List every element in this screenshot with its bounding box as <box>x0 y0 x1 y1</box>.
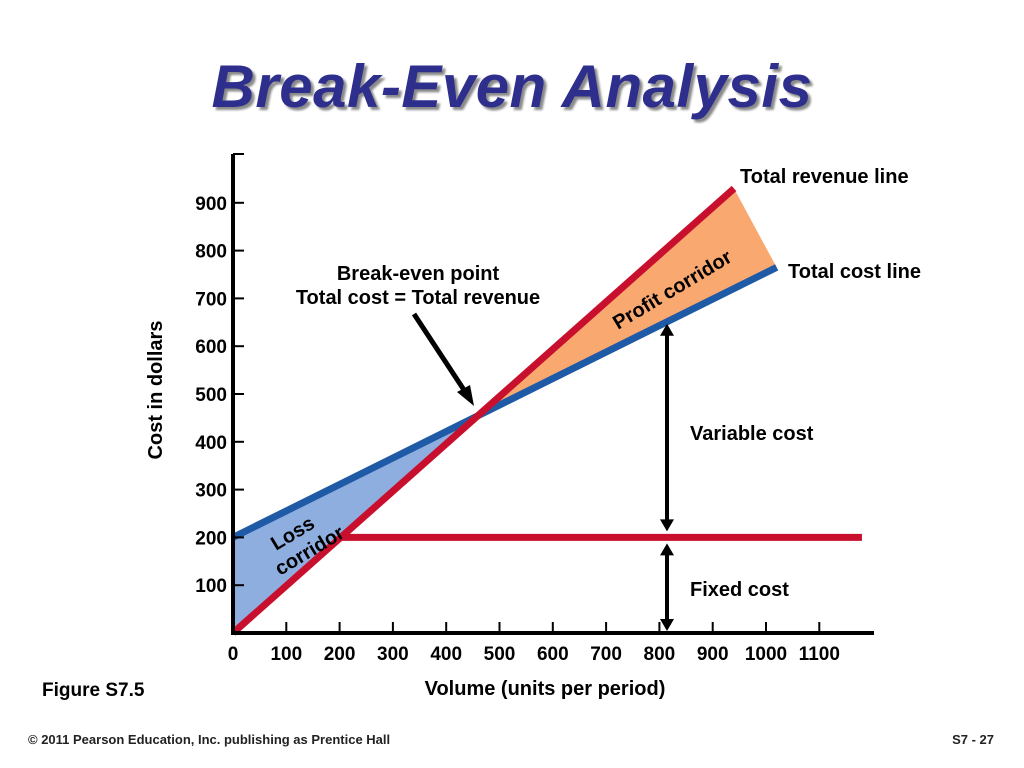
x-tick-label: 1000 <box>745 644 787 665</box>
break-even-pointer-head <box>457 385 474 406</box>
slide-title: Break-Even Analysis <box>211 53 813 120</box>
footer-page-number: S7 - 27 <box>952 732 994 747</box>
y-tick-label: 800 <box>195 242 227 263</box>
annotation-break-even-equation: Total cost = Total revenue <box>296 287 540 309</box>
x-tick-label: 0 <box>228 644 239 665</box>
y-tick-label: 900 <box>195 194 227 215</box>
series-label-total-revenue: Total revenue line <box>740 166 909 188</box>
y-tick-label: 500 <box>195 385 227 406</box>
series-label-total-cost: Total cost line <box>788 261 921 283</box>
footer-copyright: © 2011 Pearson Education, Inc. publishin… <box>28 732 391 747</box>
y-tick-label: 300 <box>195 481 227 502</box>
y-tick-label: 700 <box>195 289 227 310</box>
variable-cost-arrowhead-down <box>660 519 674 532</box>
x-tick-label: 700 <box>590 644 622 665</box>
x-axis-label: Volume (units per period) <box>425 678 666 700</box>
variable-cost-arrowhead-up <box>660 323 674 336</box>
annotation-break-even-point: Break-even point <box>337 263 500 285</box>
y-tick-label: 600 <box>195 337 227 358</box>
x-tick-label: 300 <box>377 644 409 665</box>
total-cost-line <box>231 264 779 541</box>
y-tick-label: 400 <box>195 433 227 454</box>
annotation-variable-cost: Variable cost <box>690 423 814 445</box>
profit-corridor-area <box>477 188 777 416</box>
total-revenue-line <box>230 185 737 636</box>
y-axis-label: Cost in dollars <box>145 321 167 460</box>
figure-label: Figure S7.5 <box>42 680 145 701</box>
x-tick-label: 200 <box>324 644 356 665</box>
annotation-fixed-cost: Fixed cost <box>690 579 789 601</box>
fixed-cost-arrowhead-down <box>660 619 674 631</box>
x-tick-label: 900 <box>697 644 729 665</box>
x-tick-label: 1100 <box>799 644 840 665</box>
x-tick-label: 600 <box>537 644 569 665</box>
break-even-pointer <box>411 312 469 395</box>
fixed-cost-arrowhead-up <box>660 543 674 556</box>
x-tick-label: 100 <box>270 644 302 665</box>
y-tick-label: 100 <box>195 576 227 597</box>
y-tick-label: 200 <box>195 528 227 549</box>
x-tick-label: 800 <box>644 644 676 665</box>
x-tick-label: 500 <box>484 644 516 665</box>
x-tick-label: 400 <box>430 644 462 665</box>
